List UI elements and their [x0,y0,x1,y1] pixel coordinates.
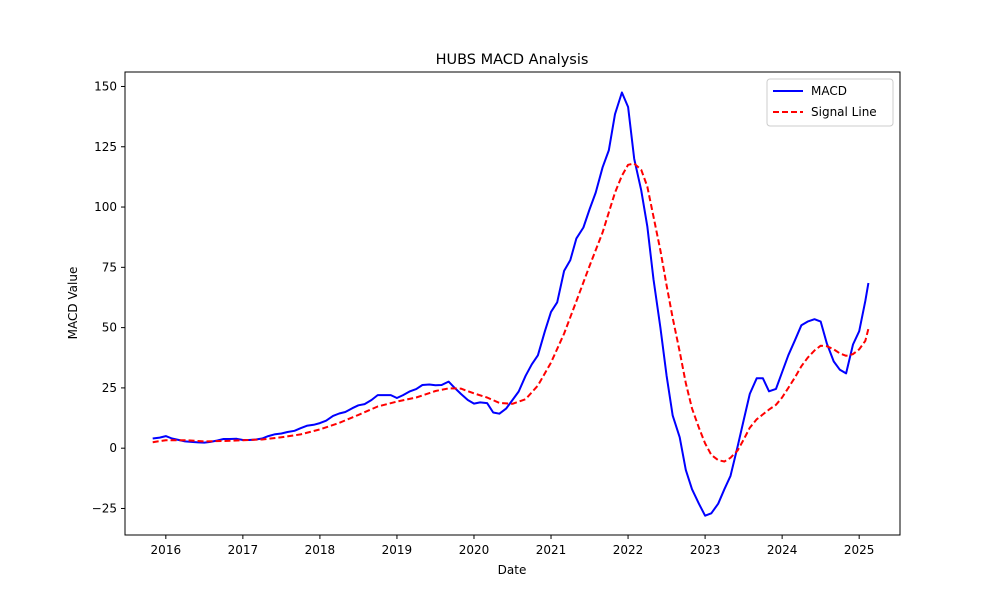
y-tick-label: 125 [94,140,117,154]
y-axis-label: MACD Value [66,267,80,340]
x-tick-label: 2018 [305,543,336,557]
macd-series-line [152,91,870,517]
x-tick-label: 2016 [151,543,182,557]
y-tick-label: 150 [94,79,117,93]
y-tick-label: 0 [109,441,117,455]
x-tick-label: 2025 [844,543,875,557]
legend-label-signal: Signal Line [811,105,877,119]
y-tick-label: 75 [102,260,117,274]
y-tick-label: 25 [102,381,117,395]
y-axis-ticks: −25 0 25 50 75 100 125 150 [92,79,125,515]
series-layer [152,91,870,517]
chart-title: HUBS MACD Analysis [436,52,589,68]
x-tick-label: 2021 [536,543,567,557]
legend-label-macd: MACD [811,84,847,98]
x-tick-label: 2023 [690,543,721,557]
x-tick-label: 2019 [382,543,413,557]
x-tick-label: 2020 [459,543,490,557]
x-tick-label: 2022 [613,543,644,557]
y-tick-label: 50 [102,321,117,335]
x-tick-label: 2024 [767,543,798,557]
axes-frame [124,71,901,536]
x-axis-label: Date [498,563,527,577]
y-tick-label: 100 [94,200,117,214]
x-tick-label: 2017 [228,543,259,557]
legend: MACD Signal Line [766,78,894,127]
signal-series-line [152,162,870,463]
plot-area [124,71,901,536]
x-axis-ticks: 2016 2017 2018 2019 2020 2021 2022 2023 2024 2025 [151,535,875,557]
y-tick-label: −25 [92,501,117,515]
